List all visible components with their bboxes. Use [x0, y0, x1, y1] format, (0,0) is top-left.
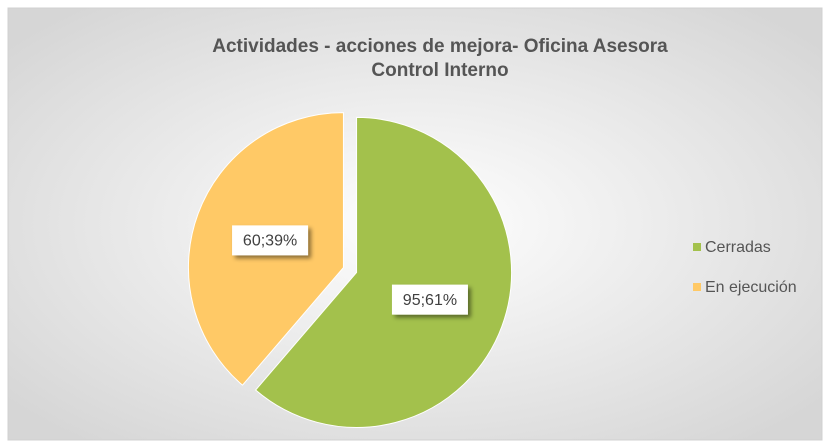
- legend-label: En ejecución: [705, 279, 797, 296]
- data-label: 60;39%: [232, 225, 309, 256]
- chart-title: Actividades - acciones de mejora- Oficin…: [212, 36, 668, 57]
- data-label-text: 95;61%: [403, 292, 457, 309]
- label-box: [232, 225, 309, 256]
- label-box: [391, 284, 468, 315]
- pie-slice: [254, 116, 513, 428]
- legend-swatch: [693, 243, 701, 251]
- data-label: 95;61%: [391, 284, 468, 315]
- chart-title: Control Interno: [371, 60, 508, 81]
- legend-label: Cerradas: [705, 239, 771, 256]
- data-label-text: 60;39%: [243, 233, 297, 250]
- legend-swatch: [693, 283, 701, 291]
